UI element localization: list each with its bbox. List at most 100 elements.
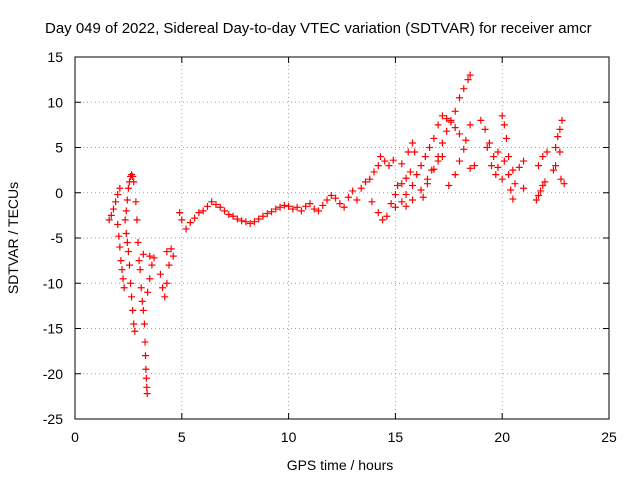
data-point bbox=[263, 210, 271, 218]
data-point bbox=[541, 178, 549, 186]
data-point bbox=[398, 180, 406, 188]
data-point bbox=[389, 156, 397, 164]
data-point bbox=[511, 180, 519, 188]
data-point bbox=[421, 153, 429, 161]
data-point bbox=[408, 139, 416, 147]
y-tick-labels: -25 -20 -15 -10 -5 0 5 10 15 bbox=[43, 49, 63, 427]
series-points bbox=[105, 71, 568, 398]
y-tick-label: -20 bbox=[43, 366, 63, 382]
data-point bbox=[139, 306, 147, 314]
data-point bbox=[466, 71, 474, 79]
x-tick-label: 25 bbox=[601, 429, 617, 445]
data-point bbox=[130, 320, 138, 328]
data-point bbox=[310, 205, 318, 213]
data-point bbox=[556, 125, 564, 133]
data-point bbox=[336, 200, 344, 208]
data-point bbox=[216, 203, 224, 211]
data-point bbox=[289, 205, 297, 213]
data-point bbox=[161, 293, 169, 301]
data-point bbox=[520, 157, 528, 165]
data-point bbox=[494, 163, 502, 171]
data-point bbox=[123, 196, 131, 204]
data-point bbox=[124, 184, 132, 192]
data-point bbox=[391, 191, 399, 199]
data-point bbox=[140, 320, 148, 328]
data-point bbox=[272, 205, 280, 213]
data-point bbox=[419, 193, 427, 201]
data-point bbox=[199, 207, 207, 215]
data-point bbox=[379, 216, 387, 224]
data-point bbox=[455, 130, 463, 138]
data-point bbox=[116, 243, 124, 251]
data-point bbox=[417, 186, 425, 194]
data-point bbox=[114, 220, 122, 228]
data-point bbox=[132, 198, 140, 206]
data-point bbox=[285, 202, 293, 210]
data-point bbox=[120, 284, 128, 292]
data-point bbox=[462, 136, 470, 144]
data-point bbox=[306, 200, 314, 208]
data-point bbox=[455, 94, 463, 102]
data-point bbox=[323, 196, 331, 204]
data-point bbox=[455, 157, 463, 165]
data-point bbox=[368, 198, 376, 206]
data-point bbox=[502, 134, 510, 142]
data-point bbox=[490, 153, 498, 161]
data-point bbox=[485, 139, 493, 147]
data-point bbox=[349, 187, 357, 195]
data-point bbox=[107, 211, 115, 219]
y-tick-label: 10 bbox=[47, 94, 63, 110]
data-point bbox=[135, 257, 143, 265]
data-point bbox=[255, 215, 263, 223]
data-point bbox=[141, 338, 149, 346]
data-point bbox=[109, 205, 117, 213]
data-point bbox=[366, 175, 374, 183]
data-point bbox=[159, 284, 167, 292]
data-point bbox=[477, 116, 485, 124]
data-point bbox=[114, 191, 122, 199]
data-point bbox=[182, 225, 190, 233]
axis-ticks bbox=[74, 56, 610, 420]
chart-title: Day 049 of 2022, Sidereal Day-to-day VTE… bbox=[45, 20, 592, 37]
data-point bbox=[136, 266, 144, 274]
data-point bbox=[417, 162, 425, 170]
data-point bbox=[498, 175, 506, 183]
data-point bbox=[353, 196, 361, 204]
data-point bbox=[539, 153, 547, 161]
data-point bbox=[233, 215, 241, 223]
data-point bbox=[398, 198, 406, 206]
data-point bbox=[509, 166, 517, 174]
data-point bbox=[505, 171, 513, 179]
data-point bbox=[134, 239, 142, 247]
data-point bbox=[191, 214, 199, 222]
data-point bbox=[315, 207, 323, 215]
data-point bbox=[169, 252, 177, 260]
data-point bbox=[426, 144, 434, 151]
x-tick-label: 15 bbox=[388, 429, 404, 445]
data-point bbox=[133, 216, 141, 224]
data-point bbox=[466, 164, 474, 172]
grid-lines bbox=[75, 57, 609, 419]
data-point bbox=[186, 219, 194, 227]
y-tick-label: 15 bbox=[47, 49, 63, 65]
data-point bbox=[492, 171, 500, 179]
data-point bbox=[451, 107, 459, 115]
data-point bbox=[460, 85, 468, 93]
data-point bbox=[483, 144, 491, 151]
data-point bbox=[385, 162, 393, 170]
data-point bbox=[105, 216, 113, 224]
data-point bbox=[221, 207, 229, 215]
data-point bbox=[434, 121, 442, 129]
data-point bbox=[376, 153, 384, 161]
data-point bbox=[543, 148, 551, 156]
data-point bbox=[383, 212, 391, 220]
data-point bbox=[402, 202, 410, 210]
data-point bbox=[195, 209, 203, 217]
data-point bbox=[146, 252, 154, 260]
data-point bbox=[554, 133, 562, 141]
data-point bbox=[507, 186, 515, 194]
data-point bbox=[394, 182, 402, 190]
data-point bbox=[141, 352, 149, 360]
x-tick-labels: 0 5 10 15 20 25 bbox=[71, 429, 617, 445]
